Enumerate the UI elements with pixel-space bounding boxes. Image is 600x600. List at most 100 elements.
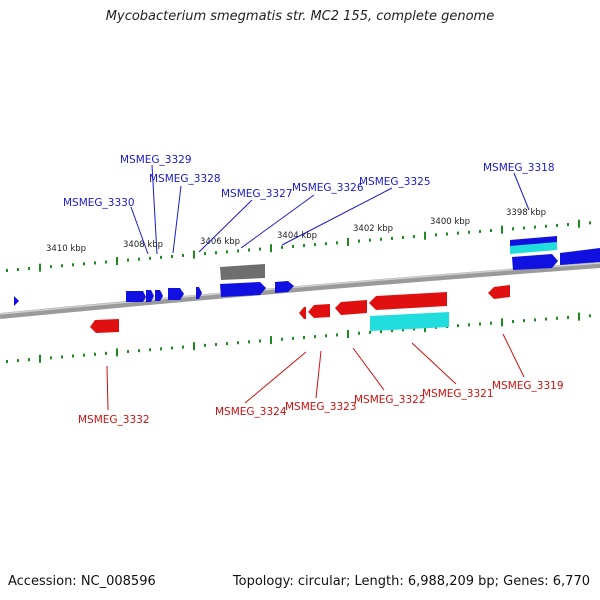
upper-track-minor-tick: [149, 256, 151, 260]
kbp-label-3404: 3404 kbp: [277, 231, 317, 241]
upper-track-minor-tick: [314, 243, 316, 247]
lower-track-minor-tick: [28, 358, 30, 362]
kbp-label-3398: 3398 kbp: [506, 208, 546, 218]
upper-track-minor-tick: [259, 247, 261, 251]
label-msmeg-3327[interactable]: MSMEG_3327: [221, 188, 293, 200]
lower-track-minor-tick: [17, 359, 19, 363]
kbp-label-3400: 3400 kbp: [430, 217, 470, 227]
upper-track-minor-tick: [413, 235, 415, 239]
genome-title: Mycobacterium smegmatis str. MC2 155, co…: [105, 9, 495, 24]
gene-reverse-a[interactable]: [335, 300, 367, 315]
kbp-label-3406: 3406 kbp: [200, 237, 240, 247]
upper-track-minor-tick: [127, 258, 129, 262]
label-msmeg-3330[interactable]: MSMEG_3330: [63, 197, 135, 209]
upper-track-major-tick: [347, 237, 349, 246]
upper-track-major-tick: [193, 250, 195, 259]
gene-forward-a[interactable]: [146, 290, 154, 302]
upper-track-minor-tick: [435, 233, 437, 237]
upper-track-minor-tick: [248, 248, 250, 252]
upper-track-major-tick: [270, 244, 272, 253]
lower-track-minor-tick: [391, 329, 393, 333]
feature-other[interactable]: [220, 264, 265, 280]
label-msmeg-3322[interactable]: MSMEG_3322: [354, 394, 426, 406]
lower-track-minor-tick: [292, 336, 294, 340]
label-leaders: [106, 164, 530, 411]
lower-track-minor-tick: [6, 360, 8, 364]
gene-reverse-msmeg-3323[interactable]: [308, 304, 330, 318]
lower-track-minor-tick: [204, 343, 206, 347]
lower-track-minor-tick: [336, 333, 338, 337]
genome-backbone: [0, 262, 600, 319]
upper-track-minor-tick: [523, 226, 525, 230]
label-msmeg-3318[interactable]: MSMEG_3318: [483, 162, 555, 174]
gene-forward-msmeg-3318[interactable]: [512, 254, 558, 270]
gene-reverse-msmeg-3319[interactable]: [488, 285, 510, 299]
lower-track-minor-tick: [567, 315, 569, 319]
gene-reverse-msmeg-3324[interactable]: [299, 307, 306, 319]
upper-track-minor-tick: [215, 251, 217, 255]
upper-track-minor-tick: [479, 229, 481, 233]
gene-reverse-msmeg-3322[interactable]: [369, 292, 447, 310]
upper-track-minor-tick: [303, 244, 305, 248]
label-msmeg-3319[interactable]: MSMEG_3319: [492, 380, 564, 392]
lower-track-minor-tick: [72, 354, 74, 358]
upper-track-minor-tick: [105, 260, 107, 264]
lower-track-minor-tick: [105, 351, 107, 355]
gene-forward-msmeg-3329[interactable]: [126, 291, 146, 302]
upper-track-major-tick: [578, 219, 580, 228]
upper-track-minor-tick: [182, 254, 184, 258]
gene-forward-msmeg-3327[interactable]: [220, 282, 266, 297]
label-msmeg-3326[interactable]: MSMEG_3326: [292, 182, 364, 194]
label-msmeg-3321[interactable]: MSMEG_3321: [422, 388, 494, 400]
feature-rna-top[interactable]: [510, 242, 557, 254]
upper-track-major-tick: [501, 225, 503, 234]
feature-rna-bottom[interactable]: [370, 312, 449, 331]
lower-track-minor-tick: [160, 347, 162, 351]
label-msmeg-3323[interactable]: MSMEG_3323: [285, 401, 357, 413]
lower-track-minor-tick: [369, 330, 371, 334]
gene-forward-d[interactable]: [560, 248, 600, 265]
upper-track-minor-tick: [391, 236, 393, 240]
lower-track-minor-tick: [138, 349, 140, 353]
lower-track-minor-tick: [127, 350, 129, 354]
upper-track-minor-tick: [446, 232, 448, 236]
upper-track-minor-tick: [204, 252, 206, 256]
lower-track-minor-tick: [149, 348, 151, 352]
lower-track-minor-tick: [182, 345, 184, 349]
upper-track-minor-tick: [6, 268, 8, 272]
upper-track-minor-tick: [237, 249, 239, 253]
upper-track-minor-tick: [369, 238, 371, 242]
lower-track-minor-tick: [325, 334, 327, 338]
lower-track-minor-tick: [490, 321, 492, 325]
upper-track-minor-tick: [402, 236, 404, 240]
gene-forward-msmeg-3330[interactable]: [14, 296, 19, 306]
upper-track-minor-tick: [171, 254, 173, 258]
upper-track-minor-tick: [17, 268, 19, 272]
lower-track-minor-tick: [534, 318, 536, 322]
upper-track-major-tick: [116, 257, 118, 266]
lower-track-minor-tick: [61, 355, 63, 359]
label-msmeg-3324[interactable]: MSMEG_3324: [215, 406, 287, 418]
gene-forward-msmeg-3326[interactable]: [275, 281, 294, 293]
lower-track-minor-tick: [259, 339, 261, 343]
lower-track-minor-tick: [303, 336, 305, 340]
lower-track-major-tick: [501, 318, 503, 327]
label-msmeg-3329[interactable]: MSMEG_3329: [120, 154, 192, 166]
upper-track-minor-tick: [72, 263, 74, 267]
gene-forward-b[interactable]: [155, 290, 163, 301]
gene-reverse-msmeg-3332[interactable]: [90, 319, 119, 333]
lower-track-minor-tick: [237, 341, 239, 345]
label-msmeg-3325[interactable]: MSMEG_3325: [359, 176, 431, 188]
lower-track-major-tick: [347, 330, 349, 339]
feature-forward-top[interactable]: [510, 236, 557, 247]
lower-track-minor-tick: [94, 352, 96, 356]
label-msmeg-3328[interactable]: MSMEG_3328: [149, 173, 221, 185]
gene-forward-c[interactable]: [196, 287, 202, 299]
gene-forward-msmeg-3328[interactable]: [168, 288, 184, 300]
lower-track-minor-tick: [380, 330, 382, 334]
lower-track-minor-tick: [545, 317, 547, 321]
lower-track-minor-tick: [479, 322, 481, 326]
label-msmeg-3332[interactable]: MSMEG_3332: [78, 414, 150, 426]
upper-track-minor-tick: [226, 250, 228, 254]
